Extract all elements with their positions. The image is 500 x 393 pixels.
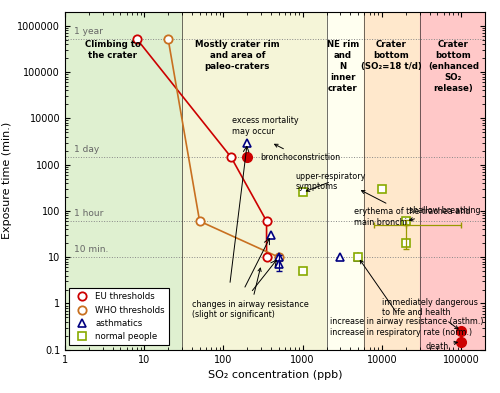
Text: increase in airway resistance (asthm.)
increase in respiratory rate (norm.): increase in airway resistance (asthm.) i… bbox=[330, 260, 484, 337]
Y-axis label: Exposure time (min.): Exposure time (min.) bbox=[2, 122, 12, 239]
Bar bbox=[182, 12, 326, 350]
Text: immediately dangerous
to life and health: immediately dangerous to life and health bbox=[382, 298, 478, 329]
X-axis label: SO₂ concentration (ppb): SO₂ concentration (ppb) bbox=[208, 370, 342, 380]
Text: Crater
bottom
(SO₂=18 t/d): Crater bottom (SO₂=18 t/d) bbox=[360, 40, 422, 71]
Bar bbox=[65, 12, 182, 350]
Text: 1 hour: 1 hour bbox=[74, 209, 104, 219]
Bar bbox=[364, 12, 420, 350]
Text: Climbing to
the crater: Climbing to the crater bbox=[84, 40, 140, 60]
Bar bbox=[420, 12, 485, 350]
Text: 10 min.: 10 min. bbox=[74, 245, 108, 254]
Text: 1 day: 1 day bbox=[74, 145, 100, 154]
Text: upper-respiratory
symptoms: upper-respiratory symptoms bbox=[296, 172, 366, 191]
Text: excess mortality
may occur: excess mortality may occur bbox=[232, 116, 299, 136]
Legend: EU thresholds, WHO thresholds, asthmatics, normal people: EU thresholds, WHO thresholds, asthmatic… bbox=[70, 288, 169, 345]
Text: 1 year: 1 year bbox=[74, 27, 103, 36]
Text: bronchoconstriction: bronchoconstriction bbox=[260, 144, 340, 162]
Text: NE rim
and
N
inner
crater: NE rim and N inner crater bbox=[326, 40, 359, 93]
Text: erythema of the trachea and
main bronchi: erythema of the trachea and main bronchi bbox=[354, 191, 471, 227]
Text: shallow breathing: shallow breathing bbox=[409, 206, 480, 221]
Text: Mostly crater rim
and area of
paleo-craters: Mostly crater rim and area of paleo-crat… bbox=[195, 40, 280, 71]
Text: changes in airway resistance
(slight or significant): changes in airway resistance (slight or … bbox=[192, 268, 308, 319]
Text: death: death bbox=[425, 341, 458, 351]
Bar bbox=[326, 12, 364, 350]
Text: Crater
bottom
(enhanced
SO₂
release): Crater bottom (enhanced SO₂ release) bbox=[428, 40, 479, 93]
